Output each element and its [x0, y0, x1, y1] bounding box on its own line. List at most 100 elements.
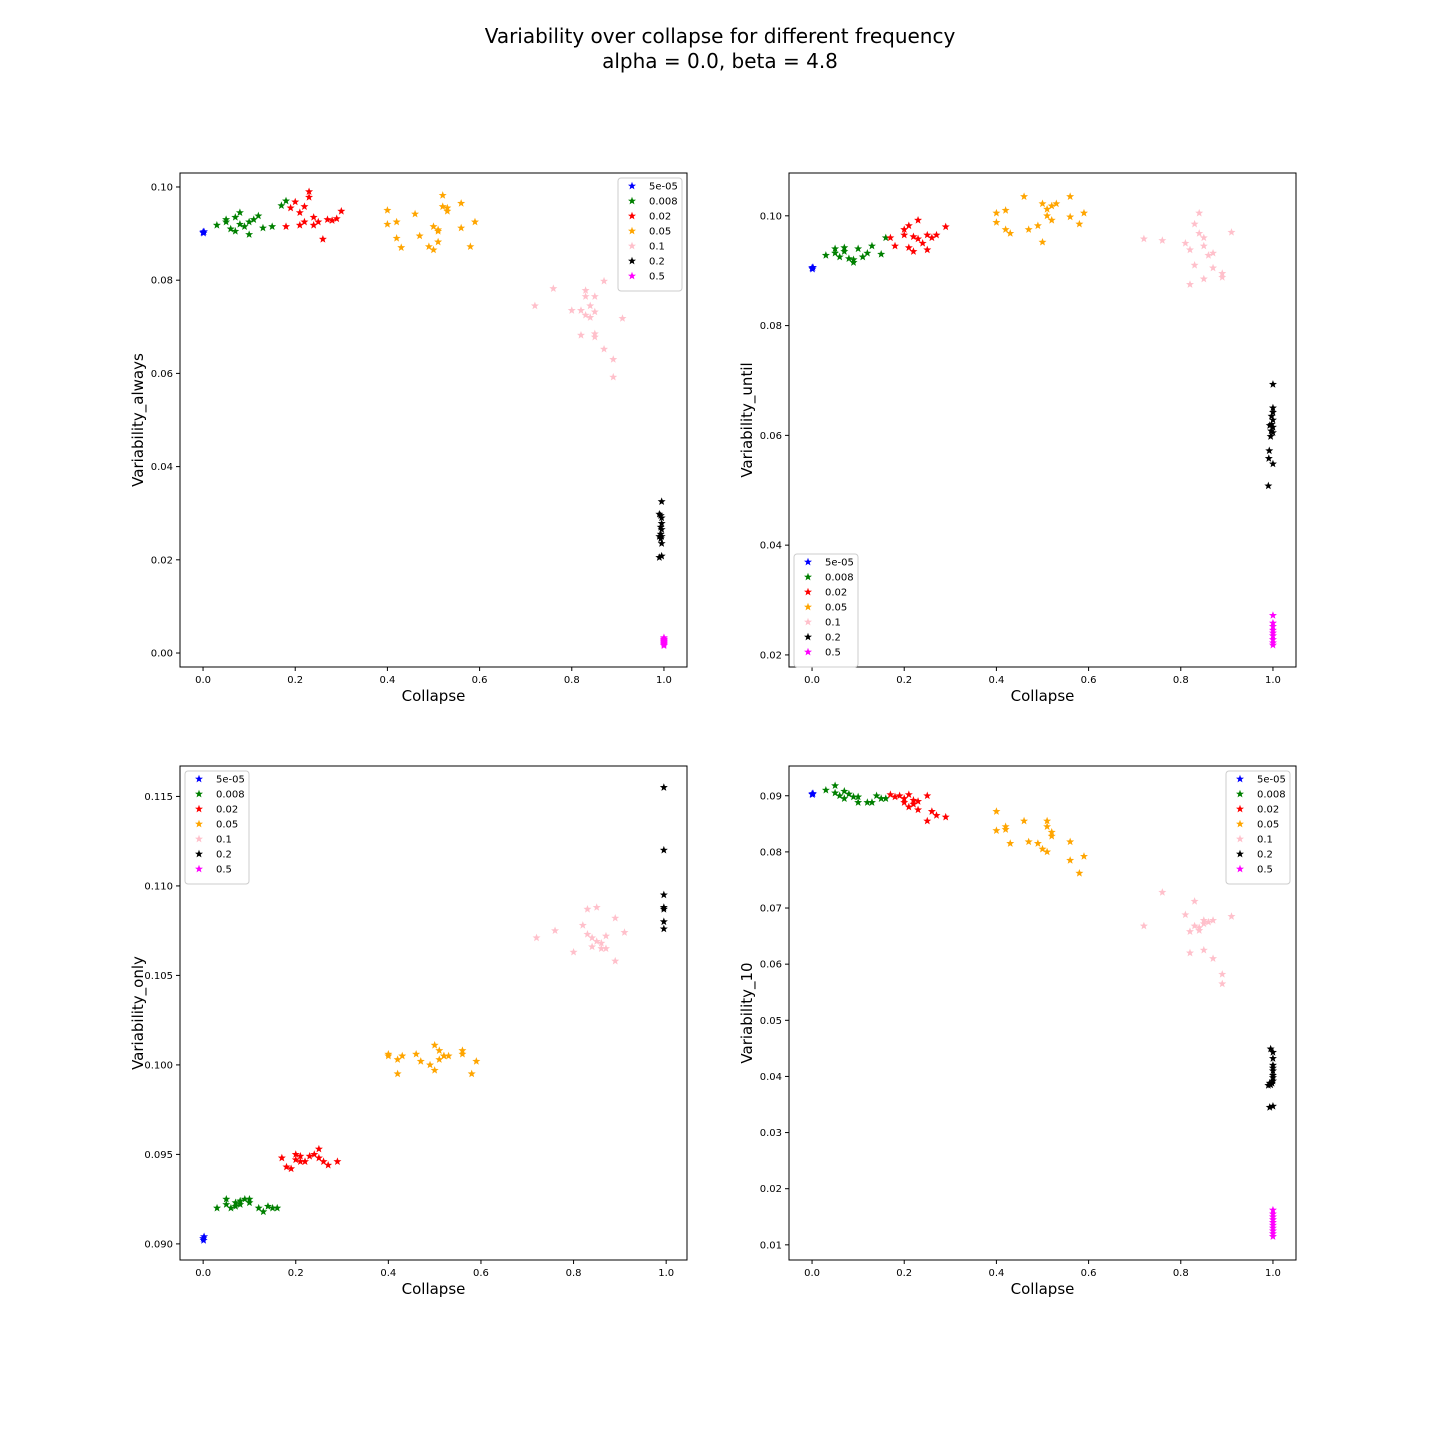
y-tick-label: 0.100: [144, 1060, 173, 1071]
x-axis-label: Collapse: [402, 687, 466, 705]
data-point: [1066, 192, 1075, 200]
data-point: [1209, 263, 1218, 272]
x-axis-label: Collapse: [1011, 1280, 1075, 1298]
series-0-1: [532, 903, 629, 965]
data-point: [1047, 828, 1056, 836]
data-point: [1264, 1081, 1273, 1089]
data-point: [581, 310, 590, 319]
data-point: [590, 292, 599, 300]
data-point: [245, 1194, 254, 1203]
data-point: [393, 1055, 402, 1063]
legend-label: 0.5: [216, 865, 232, 876]
data-point: [881, 794, 890, 802]
x-tick-label: 0.2: [288, 1268, 304, 1279]
series-0-02: [886, 790, 950, 825]
series-5e-05: [808, 789, 817, 799]
data-point: [1186, 245, 1194, 254]
data-point: [424, 242, 433, 251]
data-point: [222, 1194, 231, 1203]
data-point: [332, 214, 341, 223]
data-point: [199, 227, 208, 236]
data-point: [240, 1194, 249, 1203]
data-point: [1195, 923, 1204, 932]
data-point: [867, 798, 876, 806]
data-point: [831, 244, 840, 253]
series-0-05: [384, 1041, 481, 1078]
data-point: [296, 1151, 305, 1160]
data-point: [592, 937, 601, 945]
data-point: [291, 197, 300, 206]
data-point: [231, 213, 240, 221]
data-point: [530, 301, 539, 310]
data-point: [844, 789, 853, 798]
data-point: [1265, 1078, 1274, 1087]
data-point: [309, 221, 318, 229]
data-point: [611, 956, 620, 965]
data-point: [235, 220, 244, 228]
data-point: [831, 781, 840, 790]
data-point: [657, 539, 666, 547]
series-5e-05: [199, 227, 208, 237]
data-point: [831, 248, 840, 257]
data-point: [1190, 219, 1199, 228]
data-point: [291, 1155, 300, 1164]
data-point: [1181, 910, 1190, 919]
legend-marker: [804, 557, 812, 566]
data-point: [337, 207, 346, 215]
y-tick-label: 0.09: [760, 791, 782, 802]
data-point: [909, 799, 918, 808]
legend-label: 0.5: [1257, 865, 1273, 876]
legend-label: 5e-05: [216, 775, 245, 786]
legend-marker: [628, 271, 636, 280]
data-point: [235, 208, 244, 217]
legend-marker: [628, 226, 636, 235]
legend-marker: [195, 819, 203, 828]
data-point: [592, 903, 601, 911]
legend-marker: [195, 849, 203, 858]
data-point: [1158, 236, 1167, 244]
data-point: [300, 202, 309, 210]
data-point: [240, 222, 249, 230]
data-point: [821, 785, 830, 794]
data-point: [886, 790, 895, 799]
y-tick-label: 0.105: [144, 971, 173, 982]
data-point: [1209, 916, 1218, 924]
data-point: [1001, 206, 1010, 214]
data-point: [891, 241, 899, 250]
legend-label: 0.05: [649, 227, 671, 238]
legend-label: 0.008: [649, 197, 678, 208]
y-tick-label: 0.10: [760, 211, 782, 222]
data-point: [1199, 945, 1208, 954]
data-point: [909, 247, 918, 255]
data-point: [927, 807, 936, 815]
x-tick-label: 0.6: [473, 1268, 489, 1279]
series-0-1: [530, 276, 627, 381]
legend-marker: [1236, 864, 1244, 873]
series-0-2: [659, 783, 668, 933]
data-point: [904, 243, 913, 252]
data-point: [618, 314, 627, 322]
y-tick-label: 0.095: [144, 1150, 173, 1161]
y-tick-label: 0.02: [760, 1184, 782, 1195]
data-point: [532, 933, 541, 942]
data-point: [877, 250, 886, 258]
data-point: [245, 217, 254, 226]
legend-marker: [195, 774, 203, 783]
data-point: [226, 224, 235, 233]
data-point: [1139, 234, 1148, 243]
data-point: [1066, 837, 1075, 846]
data-point: [1186, 948, 1194, 957]
data-point: [872, 791, 881, 800]
data-point: [918, 239, 927, 247]
legend-label: 0.02: [649, 212, 671, 223]
legend-label: 0.05: [825, 603, 847, 614]
data-point: [1195, 926, 1204, 934]
y-axis-label: Variability_10: [738, 962, 757, 1063]
data-point: [398, 1051, 407, 1060]
data-point: [1006, 229, 1015, 237]
legend-label: 0.2: [825, 633, 841, 644]
series-0-02: [282, 187, 346, 243]
data-point: [310, 1150, 319, 1158]
data-point: [1199, 241, 1208, 250]
data-point: [904, 802, 913, 811]
